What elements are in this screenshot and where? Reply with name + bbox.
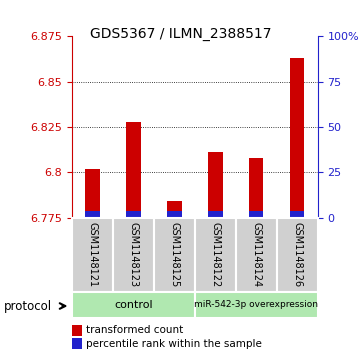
Text: transformed count: transformed count (86, 325, 183, 335)
Text: GSM1148125: GSM1148125 (169, 223, 179, 287)
Bar (72, 325, 82, 336)
Bar (113, 218, 154, 292)
Bar (195, 292, 318, 318)
Bar (236, 218, 277, 292)
Bar (72, 292, 195, 318)
Bar (86, 169, 100, 218)
Bar (290, 58, 304, 218)
Bar (195, 218, 236, 292)
Bar (126, 211, 141, 218)
Bar (290, 211, 304, 218)
Text: miR-542-3p overexpression: miR-542-3p overexpression (194, 301, 318, 309)
Text: control: control (114, 300, 153, 310)
Text: GDS5367 / ILMN_2388517: GDS5367 / ILMN_2388517 (90, 27, 271, 41)
Bar (168, 211, 182, 218)
Bar (208, 152, 223, 218)
Bar (86, 211, 100, 218)
Text: percentile rank within the sample: percentile rank within the sample (86, 339, 262, 349)
Bar (72, 338, 82, 349)
Bar (126, 122, 141, 218)
Bar (154, 218, 195, 292)
Bar (208, 211, 223, 218)
Bar (168, 201, 182, 218)
Text: GSM1148122: GSM1148122 (210, 223, 221, 287)
Bar (249, 158, 264, 218)
Bar (72, 218, 113, 292)
Text: GSM1148126: GSM1148126 (292, 223, 302, 287)
Bar (249, 211, 264, 218)
Text: protocol: protocol (4, 300, 52, 313)
Text: GSM1148121: GSM1148121 (88, 223, 98, 287)
Bar (277, 218, 318, 292)
Text: GSM1148123: GSM1148123 (129, 223, 139, 287)
Text: GSM1148124: GSM1148124 (251, 223, 261, 287)
